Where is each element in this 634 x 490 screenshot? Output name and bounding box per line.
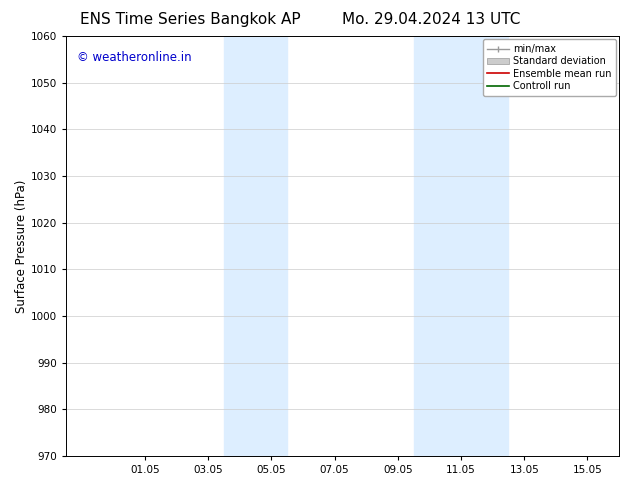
Text: Mo. 29.04.2024 13 UTC: Mo. 29.04.2024 13 UTC — [342, 12, 521, 27]
Bar — [413, 36, 508, 456]
Legend: min/max, Standard deviation, Ensemble mean run, Controll run: min/max, Standard deviation, Ensemble me… — [482, 39, 616, 96]
Y-axis label: Surface Pressure (hPa): Surface Pressure (hPa) — [15, 179, 28, 313]
Text: © weatheronline.in: © weatheronline.in — [77, 51, 191, 64]
Text: ENS Time Series Bangkok AP: ENS Time Series Bangkok AP — [80, 12, 301, 27]
Bar — [224, 36, 287, 456]
